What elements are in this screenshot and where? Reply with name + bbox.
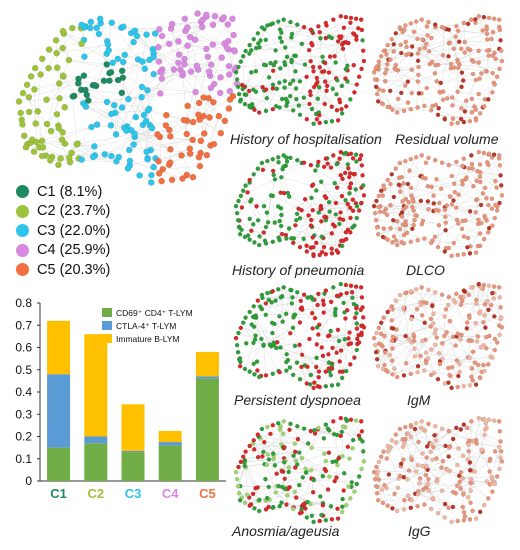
legend-swatch [102,308,112,317]
bar-segment [47,447,71,481]
y-tick-label: 0.1 [15,452,32,466]
network-residual-volume [370,14,506,126]
cluster-legend: C1 (8.1%) C2 (23.7%) C3 (22.0%) C4 (25.9… [16,182,110,280]
label-persistent-dyspnoea: Persistent dyspnoea [234,392,361,408]
cluster-network-graph [15,10,241,186]
x-tick-label: C2 [87,486,104,500]
label-igg: IgG [408,523,431,539]
legend-swatch [102,334,112,343]
cluster-legend-c2: C2 (23.7%) [16,202,110,222]
y-tick-label: 0.3 [15,407,32,421]
bar-segment [158,430,182,443]
bar-segment [195,378,219,481]
label-residual-volume: Residual volume [395,131,499,147]
bar-segment [121,452,145,481]
bar-segment [84,436,108,444]
bar-segment [84,443,108,481]
bar-segment [47,374,71,448]
bar-segment [47,320,71,375]
bar-segment [195,351,219,377]
cluster-c5-marker [16,263,29,277]
cluster-c2-label: C2 (23.7%) [37,203,111,220]
stacked-bar-chart: 0 0.1 0.2 0.3 0.4 0.5 0.6 0.7 0.8 C1 C2 C3 C4 C5 CD69⁺… [15,296,226,500]
cluster-c5-label: C5 (20.3%) [37,261,111,278]
network-persistent-dyspnoea [232,282,368,390]
network-igm [370,282,506,390]
label-anosmia-ageusia: Anosmia/ageusia [232,523,340,539]
cluster-c3-label: C3 (22.0%) [37,222,111,239]
network-anosmia-ageusia [232,416,368,524]
legend-swatch [102,321,112,330]
legend-label: CD69⁺ CD4⁺ T-LYM [116,308,193,318]
label-history-of-hospitalisation: History of hospitalisation [230,131,382,147]
bar-segment [158,442,182,446]
bar-segment [121,450,145,453]
cluster-c4-marker [16,243,29,257]
cluster-c1-marker [16,185,29,199]
y-tick-label: 0.2 [15,430,32,444]
y-tick-label: 0.6 [15,341,32,355]
bar-segment [158,445,182,481]
cluster-legend-c3: C3 (22.0%) [16,221,110,241]
label-dlco: DLCO [406,262,445,278]
cluster-c2-marker [16,204,29,218]
y-tick-label: 0.8 [15,296,32,310]
cluster-c1-label: C1 (8.1%) [37,183,103,200]
cluster-legend-c5: C5 (20.3%) [16,260,110,280]
bar-segment [195,376,219,379]
x-tick-label: C4 [162,486,179,500]
x-tick-label: C1 [50,486,67,500]
x-tick-label: C5 [199,486,216,500]
network-dlco [370,150,506,258]
cluster-c3-marker [16,224,29,238]
cluster-legend-c4: C4 (25.9%) [16,241,110,261]
y-tick-label: 0.5 [15,363,32,377]
y-tick-label: 0 [25,474,32,488]
bar-segment [84,334,108,437]
x-tick-label: C3 [125,486,142,500]
network-igg [370,416,506,524]
label-igm: IgM [407,392,431,408]
cluster-c4-label: C4 (25.9%) [37,242,111,259]
cluster-legend-c1: C1 (8.1%) [16,182,110,202]
legend-label: CTLA-4⁺ T-LYM [116,321,176,331]
bar-segment [121,404,145,451]
y-tick-label: 0.7 [15,318,32,332]
network-history-of-pneumonia [232,150,368,258]
y-tick-label: 0.4 [15,385,32,399]
network-history-of-hospitalisation [232,14,368,126]
legend-label: Immature B-LYM [116,334,180,344]
label-history-of-pneumonia: History of pneumonia [232,262,365,278]
cluster-network [12,10,244,186]
